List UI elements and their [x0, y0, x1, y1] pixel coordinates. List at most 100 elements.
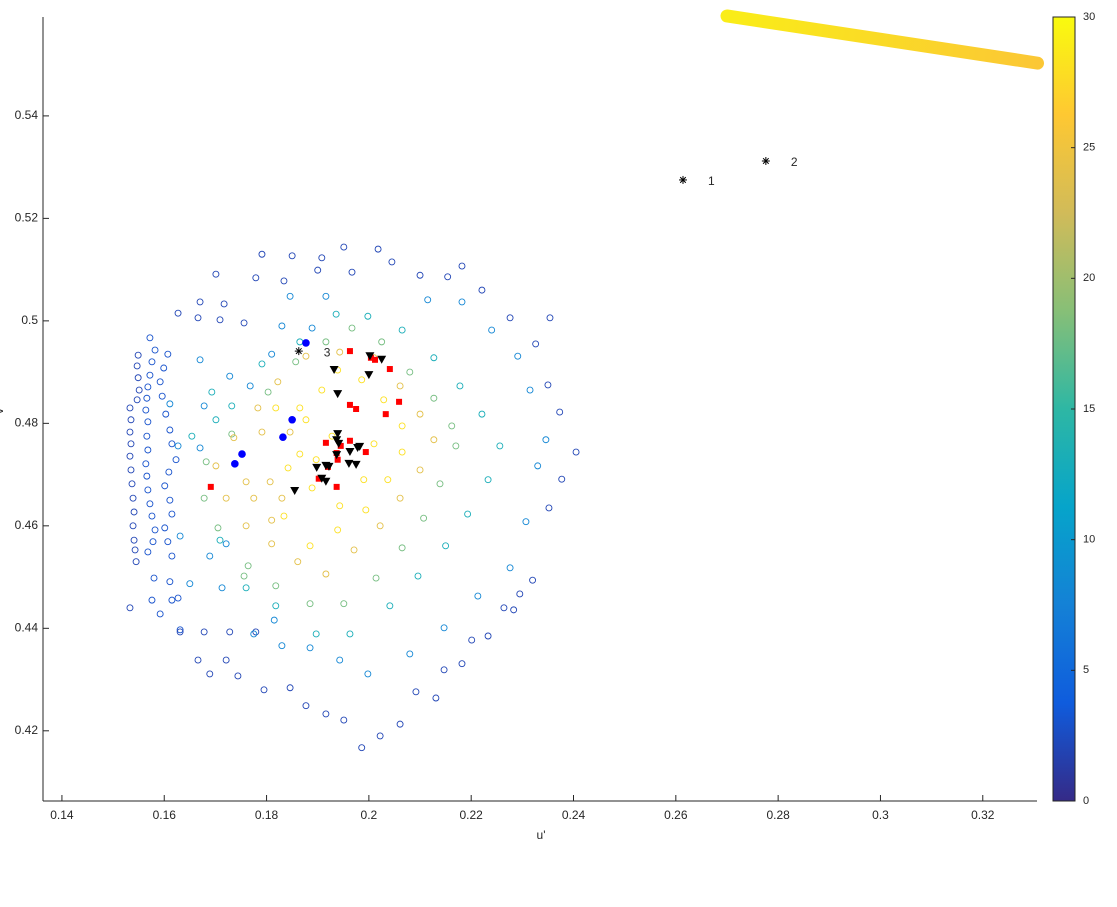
open-circle: [302, 352, 310, 360]
open-circle: [396, 720, 404, 728]
open-circle: [268, 350, 276, 358]
open-circle: [168, 440, 176, 448]
open-circle: [280, 277, 288, 285]
square-marker: [372, 356, 379, 363]
open-circle: [126, 452, 134, 460]
triangle-marker: [345, 448, 355, 457]
open-circle: [270, 616, 278, 624]
square-marker: [346, 437, 353, 444]
triangle-marker: [324, 462, 334, 471]
open-circle: [464, 510, 472, 518]
open-circle: [396, 494, 404, 502]
open-circle: [306, 600, 314, 608]
x-tick-label: 0.28: [766, 808, 790, 822]
point-label: 1: [708, 174, 715, 188]
open-circle: [376, 522, 384, 530]
open-circle: [206, 552, 214, 560]
open-circle: [388, 258, 396, 266]
open-circle: [308, 484, 316, 492]
open-circle: [314, 266, 322, 274]
open-circle: [484, 476, 492, 484]
triangle-marker: [351, 460, 361, 469]
square-marker: [315, 475, 322, 482]
open-circle: [406, 368, 414, 376]
open-circle: [228, 430, 236, 438]
open-circle: [272, 582, 280, 590]
open-circle: [174, 442, 182, 450]
open-circle: [143, 394, 151, 402]
open-circle: [458, 298, 466, 306]
open-circle: [242, 522, 250, 530]
open-circle: [130, 508, 138, 516]
open-circle: [222, 656, 230, 664]
open-circle: [172, 456, 180, 464]
open-circle: [129, 522, 137, 530]
open-circle: [151, 346, 159, 354]
asterisk-marker: [678, 175, 687, 184]
open-circle: [161, 524, 169, 532]
open-circle: [264, 388, 272, 396]
open-circle: [200, 402, 208, 410]
x-tick-label: 0.16: [153, 808, 177, 822]
open-circle: [218, 584, 226, 592]
open-circle: [272, 404, 280, 412]
open-circle: [250, 630, 258, 638]
open-circle: [500, 604, 508, 612]
open-circle: [212, 462, 220, 470]
open-circle: [556, 408, 564, 416]
open-circle: [164, 350, 172, 358]
open-circle: [496, 442, 504, 450]
open-circle: [534, 462, 542, 470]
open-circle: [332, 310, 340, 318]
open-circle: [188, 432, 196, 440]
x-tick-label: 0.18: [255, 808, 279, 822]
open-circle: [334, 526, 342, 534]
open-circle: [380, 396, 388, 404]
open-circle: [474, 592, 482, 600]
filled-circle: [231, 460, 239, 468]
open-circle: [214, 524, 222, 532]
x-tick-label: 0.24: [562, 808, 586, 822]
open-circle: [516, 590, 524, 598]
open-circle: [436, 480, 444, 488]
open-circle: [306, 644, 314, 652]
point-label: 2: [791, 155, 798, 169]
open-circle: [278, 494, 286, 502]
square-marker: [322, 439, 329, 446]
open-circle: [126, 428, 134, 436]
open-circle: [416, 271, 424, 279]
open-circle: [200, 494, 208, 502]
y-tick-label: 0.54: [15, 108, 39, 122]
open-circle: [572, 448, 580, 456]
triangle-marker: [364, 371, 374, 380]
open-circle: [280, 512, 288, 520]
open-circle: [212, 416, 220, 424]
open-circle: [160, 364, 168, 372]
open-circle: [174, 594, 182, 602]
open-circle: [442, 542, 450, 550]
open-circle: [244, 562, 252, 570]
open-circle: [386, 602, 394, 610]
open-circle: [440, 624, 448, 632]
triangle-marker: [332, 451, 342, 460]
open-circle: [133, 396, 141, 404]
open-circle: [292, 358, 300, 366]
open-circle: [129, 494, 137, 502]
open-circle: [360, 476, 368, 484]
open-circle: [348, 324, 356, 332]
open-circle: [510, 606, 518, 614]
x-tick-label: 0.14: [50, 808, 74, 822]
colorbar-tick-label: 10: [1083, 534, 1095, 546]
colorbar-tick-label: 0: [1083, 795, 1089, 807]
open-circle: [132, 558, 140, 566]
x-tick-label: 0.2: [361, 808, 378, 822]
open-circle: [135, 386, 143, 394]
open-circle: [296, 338, 304, 346]
open-circle: [506, 564, 514, 572]
open-circle: [522, 518, 530, 526]
square-marker: [207, 483, 214, 490]
open-circle: [529, 576, 537, 584]
filled-circle: [302, 339, 310, 347]
open-circle: [322, 570, 330, 578]
